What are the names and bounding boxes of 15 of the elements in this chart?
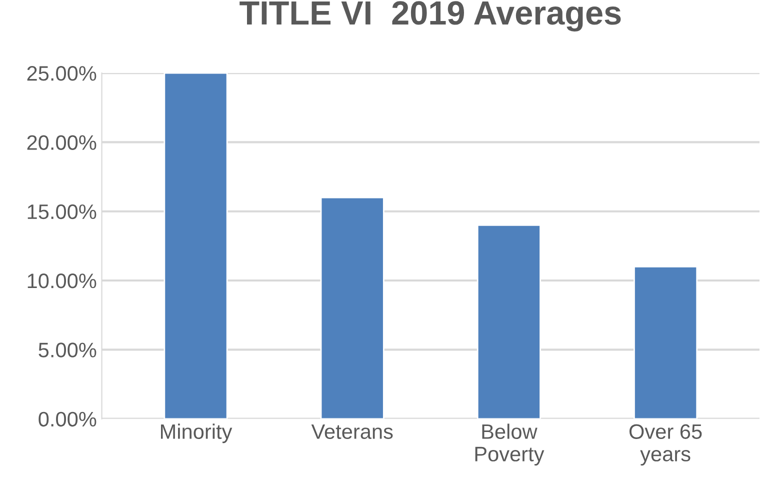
y-tick-label: 15.00% <box>28 204 96 220</box>
y-tick-label: 0.00% <box>38 412 96 427</box>
bar <box>634 266 698 419</box>
x-tick-label: Minority <box>160 424 232 444</box>
x-tick-label: Over 65 years <box>629 424 702 466</box>
bar <box>476 224 541 419</box>
y-tick-label: 20.00% <box>27 135 96 150</box>
bar <box>320 196 384 419</box>
bar <box>164 73 228 419</box>
y-tick-label: 10.00% <box>28 274 96 288</box>
y-tick-label: 25.00% <box>27 66 96 81</box>
x-tick-label: Below Poverty <box>475 424 544 466</box>
y-tick-label: 5.00% <box>38 342 96 358</box>
x-tick-label: Veterans <box>311 424 393 439</box>
chart-title: TITLE VI 2019 Averages <box>240 1 621 32</box>
